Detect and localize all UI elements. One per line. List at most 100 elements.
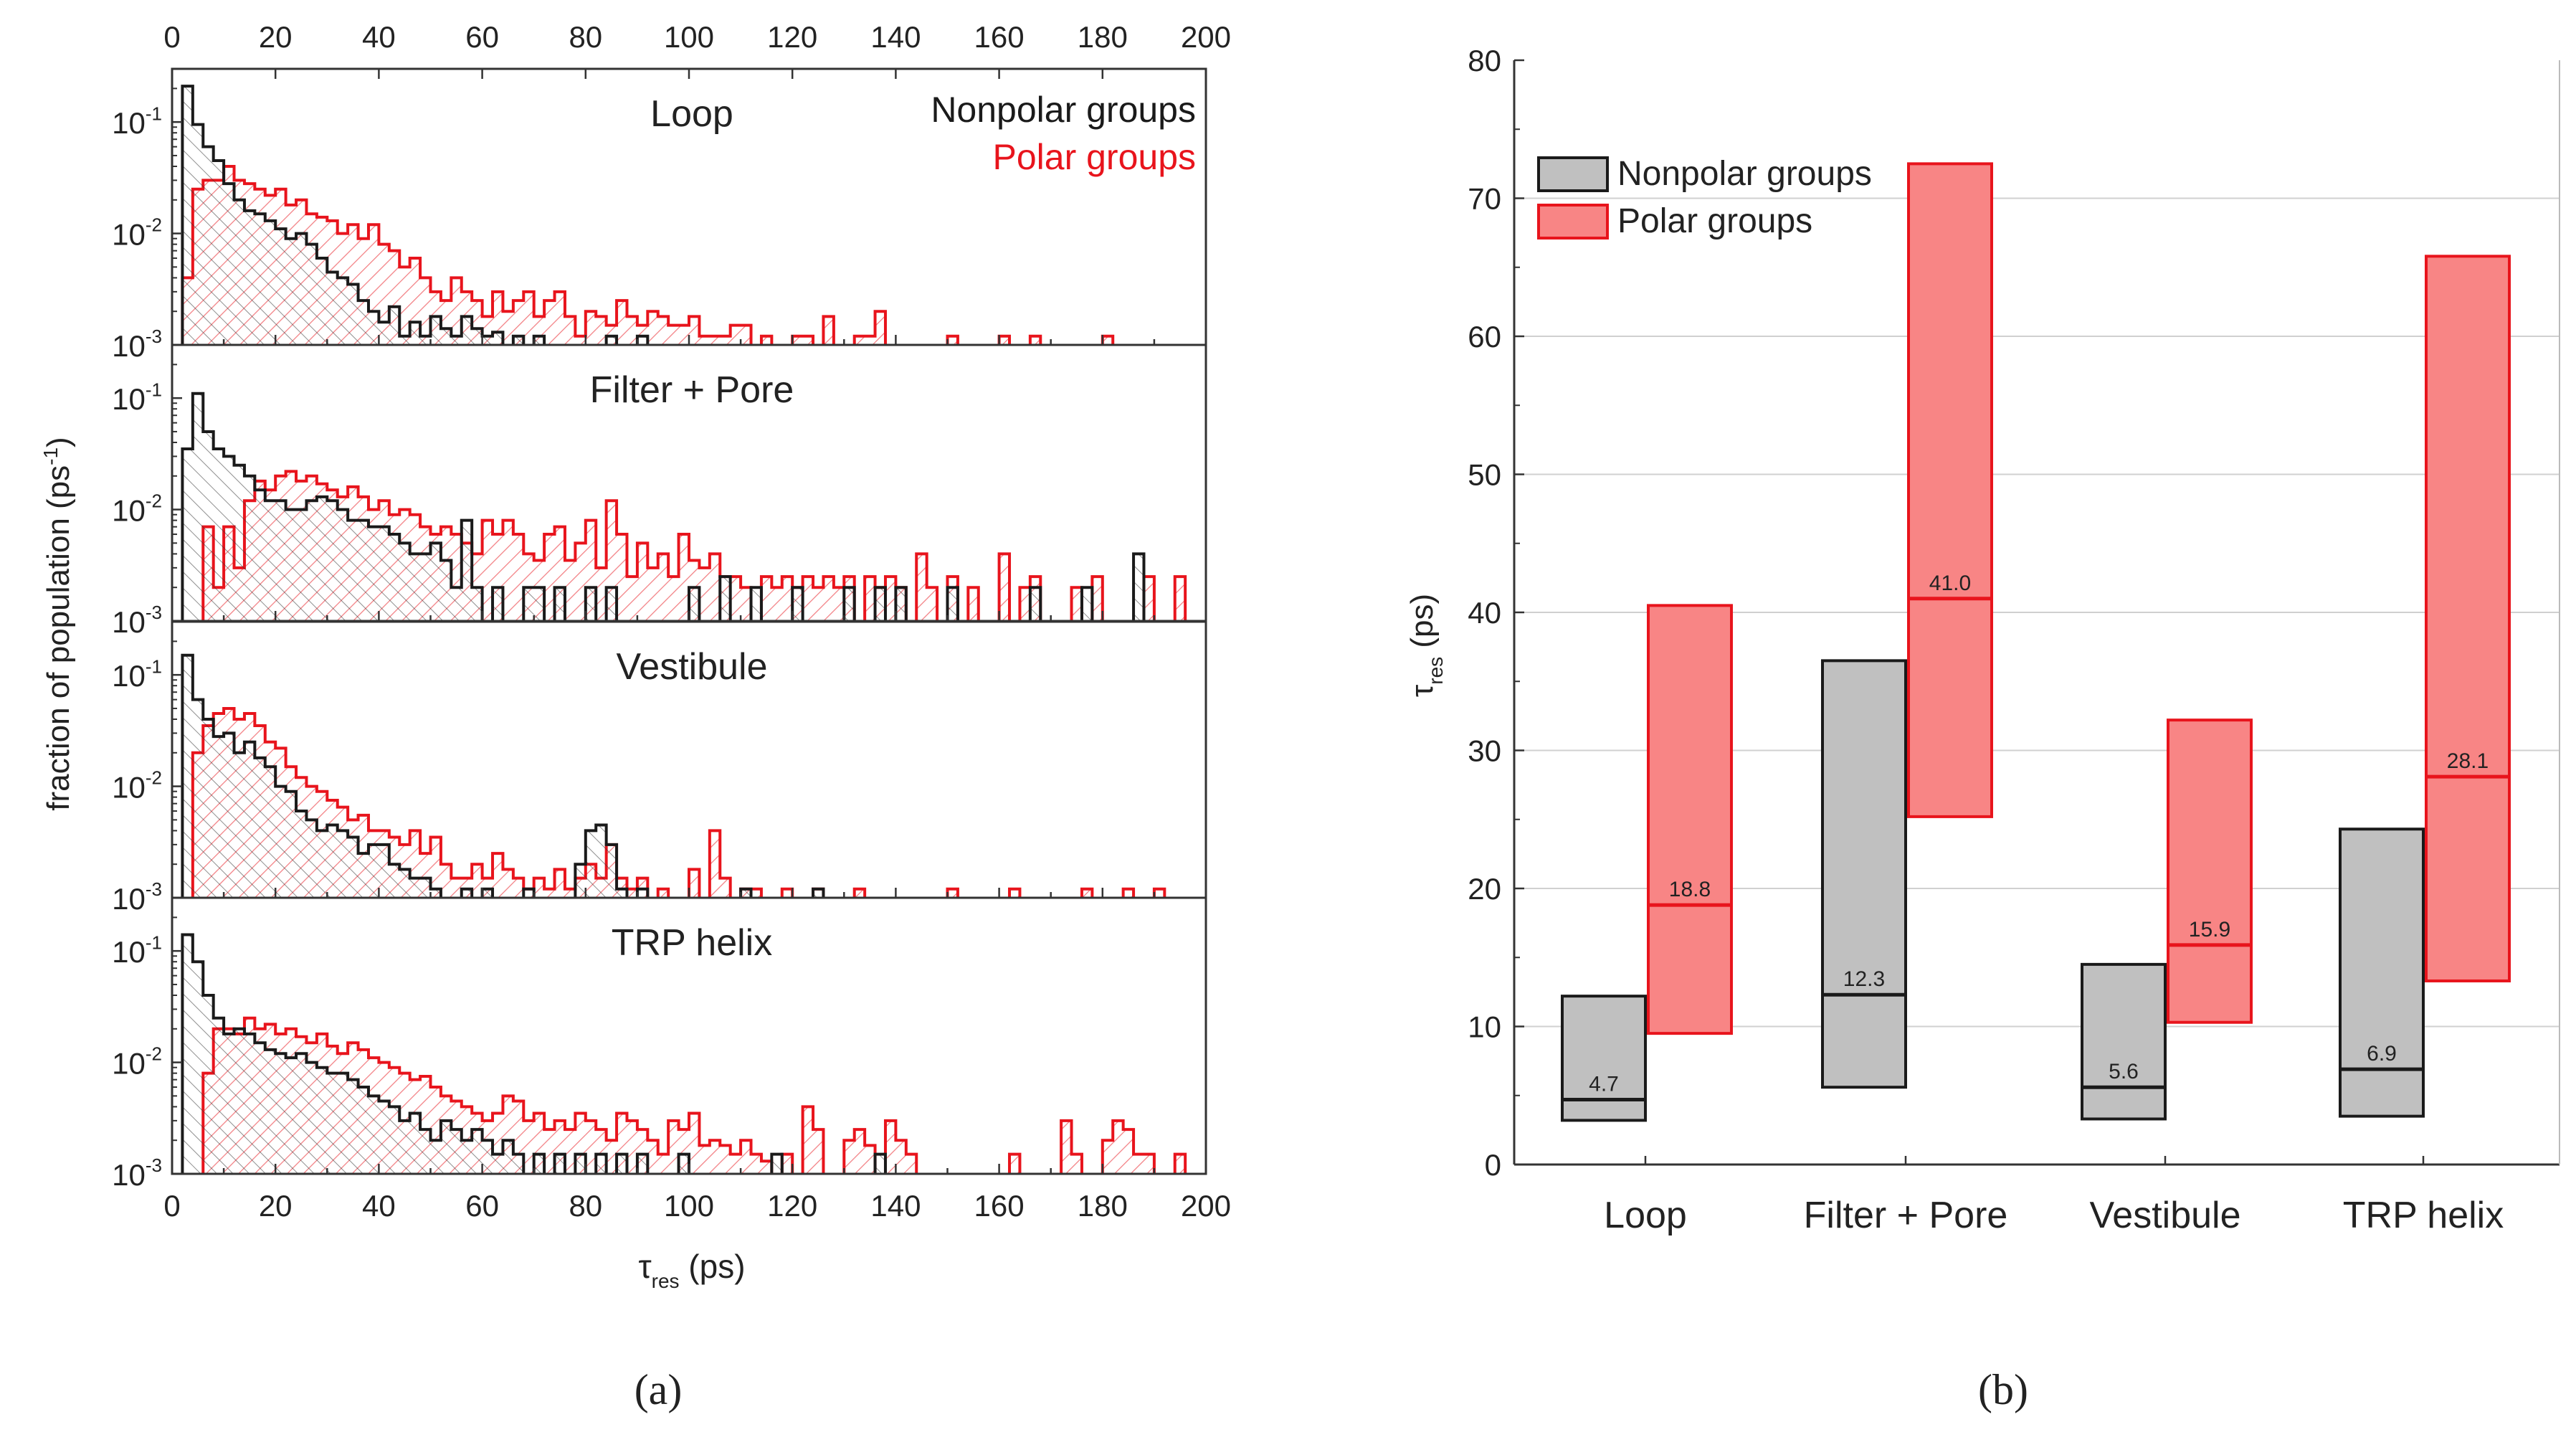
polar-bin-fill: [720, 336, 731, 345]
nonpolar-bin-fill: [379, 322, 389, 345]
polar-bin-fill: [709, 336, 721, 345]
nonpolar-bin-fill: [368, 844, 379, 898]
nonpolar-bin-fill: [617, 1154, 627, 1174]
x-top-tick-label: 120: [767, 20, 817, 54]
nonpolar-bin-fill: [379, 844, 389, 898]
nonpolar-bin-fill: [430, 1140, 441, 1174]
polar-bin-fill: [730, 1154, 741, 1174]
polar-bin-fill: [751, 1154, 761, 1174]
polar-bin-fill: [751, 888, 761, 898]
nonpolar-bin-fill: [472, 1129, 483, 1174]
nonpolar-range-bar: [2339, 827, 2425, 1118]
polar-bin-fill: [1123, 1129, 1134, 1174]
nonpolar-bin-fill: [533, 587, 545, 621]
nonpolar-bin-fill: [637, 1154, 648, 1174]
polar-bin-fill: [761, 577, 772, 621]
nonpolar-bin-fill: [224, 1033, 234, 1174]
polar-bin-fill: [668, 325, 679, 345]
nonpolar-bin-fill: [389, 864, 400, 898]
category-label: Loop: [1604, 1195, 1687, 1236]
polar-bin-fill: [730, 577, 741, 621]
nonpolar-bin-fill: [720, 577, 731, 621]
polar-bin-fill: [1154, 888, 1165, 898]
polar-bin-fill: [689, 869, 700, 898]
y-tick-label: 10-2: [112, 1043, 162, 1081]
nonpolar-bin-fill: [203, 146, 214, 345]
nonpolar-bin-fill: [316, 496, 328, 621]
nonpolar-bin-fill: [493, 587, 503, 621]
polar-legend-swatch: [1537, 204, 1609, 240]
x-top-tick-label: 0: [163, 20, 180, 54]
nonpolar-bin-fill: [213, 736, 224, 898]
polar-bin-fill: [1081, 888, 1093, 898]
polar-median-label: 28.1: [2447, 749, 2489, 773]
polar-bin-fill: [792, 336, 803, 345]
nonpolar-bin-fill: [348, 284, 358, 345]
histogram-subpanel-3: Vestibule 10-3 10-2 10-1: [112, 620, 1207, 916]
polar-bin-fill: [895, 1140, 906, 1174]
nonpolar-bin-fill: [389, 306, 400, 345]
nonpolar-bin-fill: [224, 184, 234, 345]
nonpolar-bin-fill: [420, 878, 431, 898]
polar-bin-fill: [720, 1145, 731, 1174]
nonpolar-bin-fill: [316, 258, 328, 345]
y-tick-label: 20: [1468, 872, 1501, 906]
polar-bin-fill: [1071, 1154, 1082, 1174]
nonpolar-bin-fill: [275, 229, 286, 345]
y-tick-label: 10-2: [112, 767, 162, 805]
polar-bin-fill: [657, 316, 669, 345]
x-tick-label: 160: [974, 1189, 1025, 1223]
polar-bin-fill: [916, 554, 927, 621]
nonpolar-bin-fill: [523, 587, 534, 621]
nonpolar-bin-fill: [771, 1154, 782, 1174]
polar-bin-fill: [617, 534, 627, 621]
polar-bin-fill: [906, 1154, 917, 1174]
polar-bin-fill: [1123, 888, 1134, 898]
polar-bin-fill: [823, 316, 834, 345]
nonpolar-bin-fill: [275, 1053, 286, 1174]
nonpolar-bin-fill: [337, 1073, 348, 1174]
polar-bin-fill: [482, 520, 493, 621]
polar-bin-fill: [647, 567, 658, 621]
polar-bin-fill: [781, 577, 793, 621]
y-tick-label: 70: [1468, 182, 1501, 216]
nonpolar-bin-fill: [575, 1154, 586, 1174]
polar-bin-fill: [709, 830, 721, 898]
nonpolar-bin-fill: [224, 456, 234, 621]
nonpolar-bin-fill: [409, 322, 421, 345]
nonpolar-bin-fill: [585, 830, 597, 898]
nonpolar-bin-fill: [203, 431, 214, 621]
nonpolar-bin-fill: [244, 475, 255, 621]
polar-bin-fill: [585, 311, 597, 345]
polar-legend-label: Polar groups: [1617, 202, 1812, 240]
nonpolar-bin-fill: [337, 278, 348, 345]
polar-bin-fill: [865, 1145, 875, 1174]
x-top-tick-label: 60: [465, 20, 499, 54]
polar-bin-fill: [947, 336, 958, 345]
nonpolar-bin-fill: [306, 244, 317, 345]
nonpolar-bin-fill: [244, 210, 255, 345]
nonpolar-bin-fill: [792, 587, 803, 621]
panel-a-caption: (a): [635, 1366, 683, 1413]
nonpolar-bin-fill: [327, 501, 338, 621]
polar-bin-fill: [1061, 1120, 1072, 1174]
polar-bin-fill: [781, 1154, 793, 1174]
nonpolar-bin-fill: [689, 587, 700, 621]
range-bar-panel-b: 0 10 20 30 40 50 60 70 80 4.7 12.3 5.6 6.9 18.8 41.0 15…: [1405, 44, 2560, 1236]
x-tick-label: 100: [664, 1189, 714, 1223]
y-tick-label: 10-1: [112, 931, 162, 969]
nonpolar-median-label: 6.9: [2367, 1042, 2397, 1066]
polar-bin-fill: [885, 1120, 896, 1174]
y-tick-label: 10-3: [112, 602, 162, 639]
polar-bin-fill: [1092, 577, 1103, 621]
nonpolar-bin-fill: [255, 214, 265, 345]
polar-bin-fill: [523, 291, 534, 345]
nonpolar-bin-fill: [606, 336, 617, 345]
polar-bin-fill: [865, 577, 875, 621]
y-tick-label: 10-2: [112, 214, 162, 252]
polar-bin-fill: [709, 1140, 721, 1174]
polar-median-label: 41.0: [1929, 572, 1971, 595]
y-tick-label: 10-3: [112, 326, 162, 363]
nonpolar-bin-fill: [472, 587, 483, 621]
nonpolar-histogram-outline: [181, 933, 887, 1174]
